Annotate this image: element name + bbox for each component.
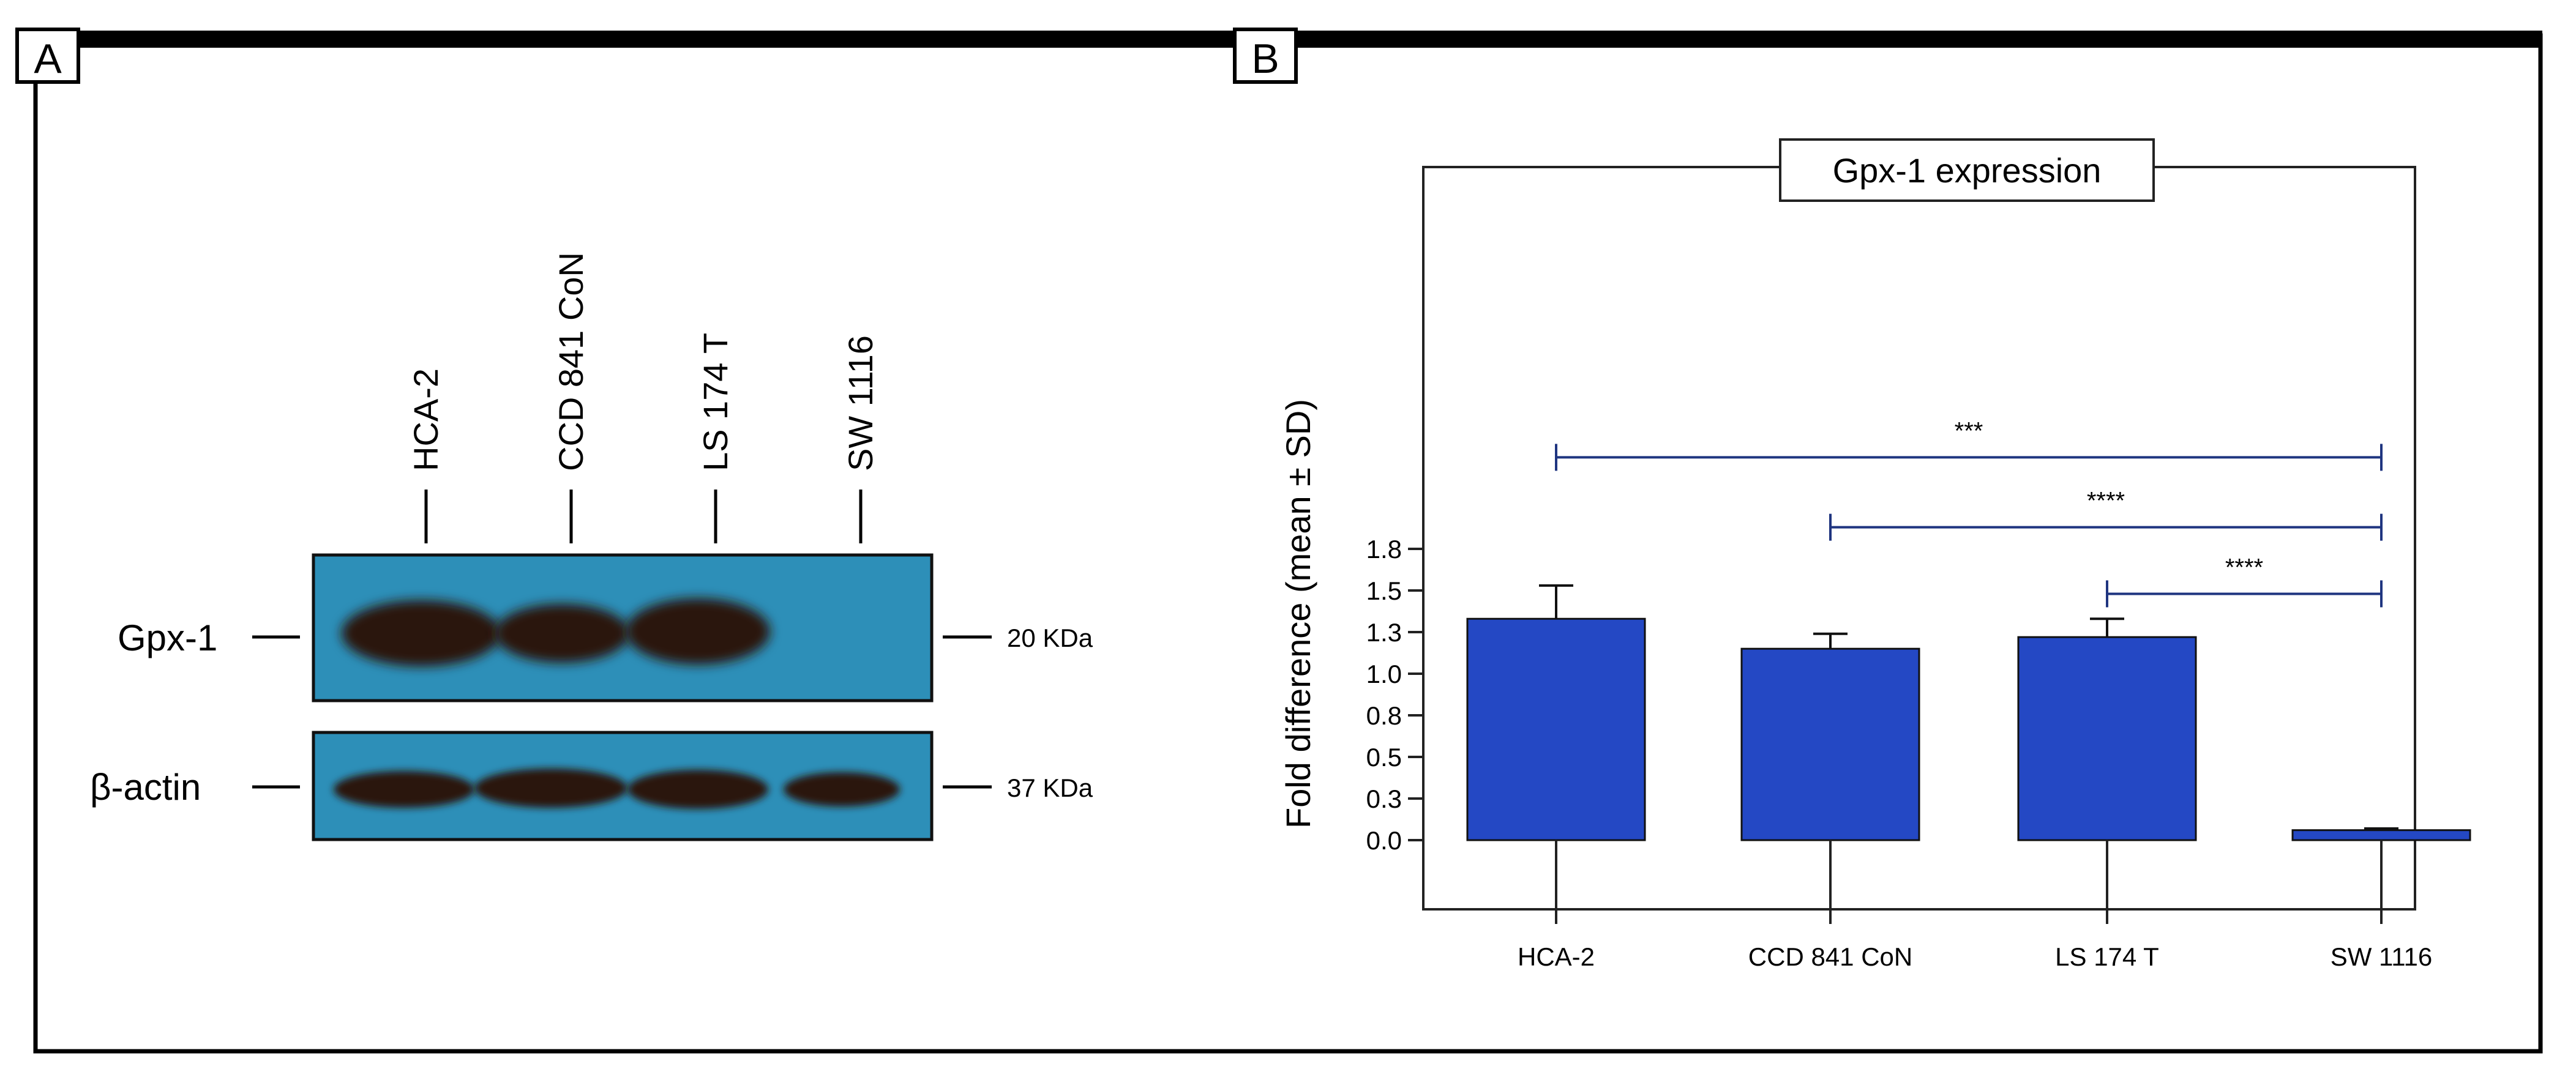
marker-20kda: 20 KDa [1007, 624, 1093, 652]
band-actin-lane2 [474, 769, 627, 808]
lane-label-2: CCD 841 CoN [552, 252, 590, 471]
x-ticks: HCA-2 CCD 841 CoN LS 174 T SW 1116 [1518, 840, 2432, 971]
bar-3 [2017, 636, 2197, 841]
x-tick-label: HCA-2 [1518, 942, 1595, 971]
lane-label-3: LS 174 T [696, 333, 735, 471]
band-actin-lane1 [334, 771, 474, 808]
bar-4 [2291, 829, 2471, 841]
bar-2 [1740, 647, 1920, 841]
svg-text:A: A [34, 35, 62, 82]
row-label-gpx1: Gpx-1 [118, 617, 217, 658]
svg-text:B: B [1251, 35, 1279, 82]
row-label-actin: β-actin [90, 767, 201, 808]
band-actin-lane3 [627, 770, 768, 809]
chart-title-box [1779, 138, 2155, 202]
band-gpx1-lane2 [495, 604, 629, 663]
bar-chart: Gpx-1 expression Fold difference (mean ±… [1279, 138, 2471, 971]
y-tick-label: 0.0 [1366, 826, 1402, 855]
lane-label-4: SW 1116 [841, 335, 880, 471]
significance-brackets: *********** [1555, 417, 2383, 608]
band-actin-lane4 [784, 772, 900, 806]
y-tick-label: 1.5 [1366, 576, 1402, 605]
sig-label-2: **** [2087, 488, 2125, 515]
y-tick-label: 1.3 [1366, 618, 1402, 647]
y-tick-label: 1.8 [1366, 535, 1402, 564]
panel-b-label: B [1233, 28, 1298, 84]
sig-label-1: *** [1955, 417, 1983, 444]
y-tick-label: 0.3 [1366, 784, 1402, 813]
marker-37kda: 37 KDa [1007, 773, 1093, 802]
bars [1466, 584, 2471, 841]
band-gpx1-lane1 [342, 600, 501, 666]
panel-a-label: A [15, 28, 80, 84]
y-axis-label: Fold difference (mean ± SD) [1279, 399, 1317, 829]
blot-strip-gpx1 [312, 553, 934, 702]
bar-1 [1466, 617, 1646, 841]
x-tick-label: SW 1116 [2331, 942, 2433, 971]
y-tick-label: 0.8 [1366, 701, 1402, 730]
y-tick-label: 0.5 [1366, 743, 1402, 772]
western-blot: HCA-2 CCD 841 CoN LS 174 T SW 1116 Gpx-1 [90, 252, 1093, 841]
sig-label-3: **** [2225, 554, 2263, 581]
blot-strip-actin [312, 731, 934, 841]
x-tick-label: CCD 841 CoN [1748, 942, 1912, 971]
chart-title: Gpx-1 expression [1833, 151, 2102, 190]
lane-ticks [424, 490, 863, 543]
x-tick-label: LS 174 T [2055, 942, 2159, 971]
lane-label-1: HCA-2 [406, 368, 445, 471]
y-tick-label: 1.0 [1366, 660, 1402, 688]
y-ticks: 0.0 0.3 0.5 0.8 1.0 1.3 1.5 1.8 [1366, 535, 1423, 855]
band-gpx1-lane3 [626, 598, 770, 665]
